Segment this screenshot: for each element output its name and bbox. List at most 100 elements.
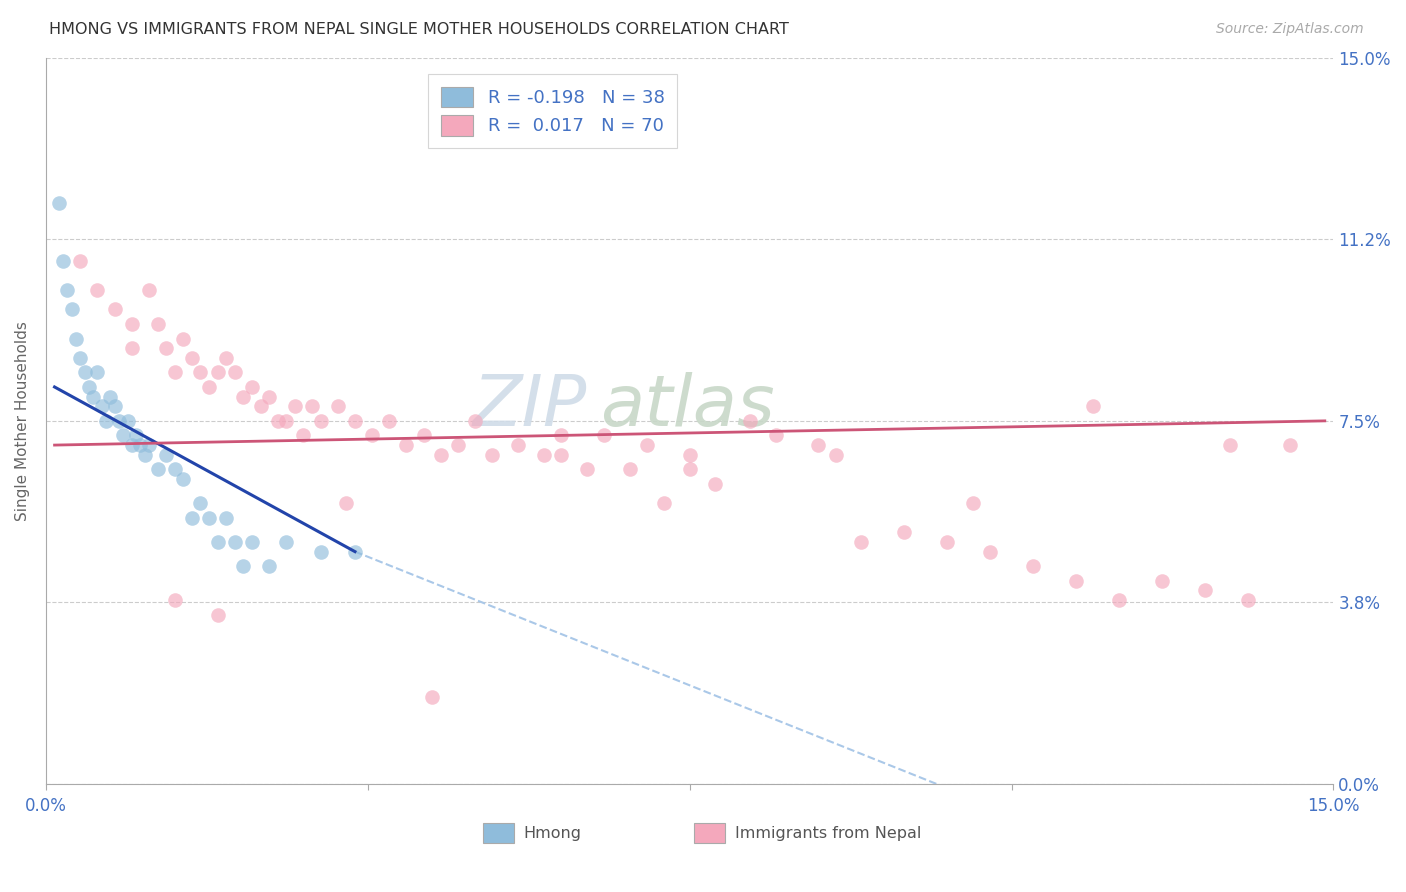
- Point: [69, 254, 91, 268]
- Point: [104, 302, 127, 317]
- Point: [155, 448, 177, 462]
- Point: [481, 448, 503, 462]
- Point: [56, 283, 79, 297]
- Point: [292, 428, 315, 442]
- Point: [309, 414, 332, 428]
- Point: [117, 414, 139, 428]
- Point: [98, 390, 121, 404]
- Text: Source: ZipAtlas.com: Source: ZipAtlas.com: [1216, 22, 1364, 37]
- Point: [361, 428, 384, 442]
- Point: [129, 438, 152, 452]
- Point: [276, 535, 298, 549]
- Point: [326, 400, 349, 414]
- Point: [155, 341, 177, 355]
- Point: [60, 302, 83, 317]
- Point: [190, 366, 212, 380]
- Point: [207, 535, 229, 549]
- Text: Hmong: Hmong: [524, 826, 582, 840]
- Point: [65, 332, 87, 346]
- Point: [108, 414, 131, 428]
- Point: [180, 510, 202, 524]
- Point: [240, 535, 263, 549]
- Point: [550, 448, 572, 462]
- Point: [276, 414, 298, 428]
- Point: [575, 462, 598, 476]
- Point: [636, 438, 658, 452]
- Point: [172, 472, 194, 486]
- Point: [249, 400, 271, 414]
- Point: [893, 525, 915, 540]
- Point: [112, 428, 135, 442]
- Point: [94, 414, 117, 428]
- Text: Immigrants from Nepal: Immigrants from Nepal: [735, 826, 921, 840]
- Point: [267, 414, 290, 428]
- Point: [69, 351, 91, 365]
- Point: [533, 448, 555, 462]
- Point: [309, 544, 332, 558]
- Point: [215, 351, 238, 365]
- Point: [284, 400, 307, 414]
- Point: [86, 283, 108, 297]
- Point: [215, 510, 238, 524]
- Point: [1022, 559, 1045, 574]
- Point: [1219, 438, 1241, 452]
- Point: [73, 366, 96, 380]
- Point: [104, 400, 127, 414]
- Point: [962, 496, 984, 510]
- Point: [378, 414, 401, 428]
- Point: [1108, 593, 1130, 607]
- Point: [1064, 574, 1087, 588]
- Point: [121, 438, 143, 452]
- Text: ZIP: ZIP: [472, 372, 586, 441]
- Point: [979, 544, 1001, 558]
- Point: [765, 428, 787, 442]
- Point: [125, 428, 148, 442]
- Point: [343, 414, 366, 428]
- Point: [936, 535, 959, 549]
- Point: [121, 317, 143, 331]
- Point: [1279, 438, 1302, 452]
- Point: [138, 283, 160, 297]
- Point: [138, 438, 160, 452]
- Point: [1081, 400, 1104, 414]
- Point: [146, 317, 169, 331]
- Point: [163, 593, 186, 607]
- Point: [447, 438, 470, 452]
- Point: [224, 366, 246, 380]
- Point: [1236, 593, 1258, 607]
- Point: [82, 390, 104, 404]
- Point: [198, 380, 221, 394]
- Point: [198, 510, 221, 524]
- Point: [506, 438, 529, 452]
- Point: [420, 690, 443, 704]
- Point: [207, 607, 229, 622]
- Y-axis label: Single Mother Households: Single Mother Households: [15, 321, 30, 521]
- Point: [619, 462, 641, 476]
- Point: [1194, 583, 1216, 598]
- Point: [52, 254, 75, 268]
- Point: [592, 428, 614, 442]
- Point: [301, 400, 323, 414]
- Point: [180, 351, 202, 365]
- Point: [1150, 574, 1173, 588]
- Point: [224, 535, 246, 549]
- Point: [738, 414, 761, 428]
- Point: [207, 366, 229, 380]
- Point: [163, 462, 186, 476]
- Point: [257, 390, 280, 404]
- Point: [77, 380, 100, 394]
- Point: [679, 462, 702, 476]
- Point: [190, 496, 212, 510]
- Point: [172, 332, 194, 346]
- Point: [679, 448, 702, 462]
- Point: [121, 341, 143, 355]
- Point: [807, 438, 830, 452]
- Point: [163, 366, 186, 380]
- Point: [146, 462, 169, 476]
- Text: HMONG VS IMMIGRANTS FROM NEPAL SINGLE MOTHER HOUSEHOLDS CORRELATION CHART: HMONG VS IMMIGRANTS FROM NEPAL SINGLE MO…: [49, 22, 789, 37]
- Point: [652, 496, 675, 510]
- Point: [395, 438, 418, 452]
- Text: atlas: atlas: [599, 372, 775, 441]
- Point: [134, 448, 156, 462]
- Legend: R = -0.198   N = 38, R =  0.017   N = 70: R = -0.198 N = 38, R = 0.017 N = 70: [429, 74, 678, 148]
